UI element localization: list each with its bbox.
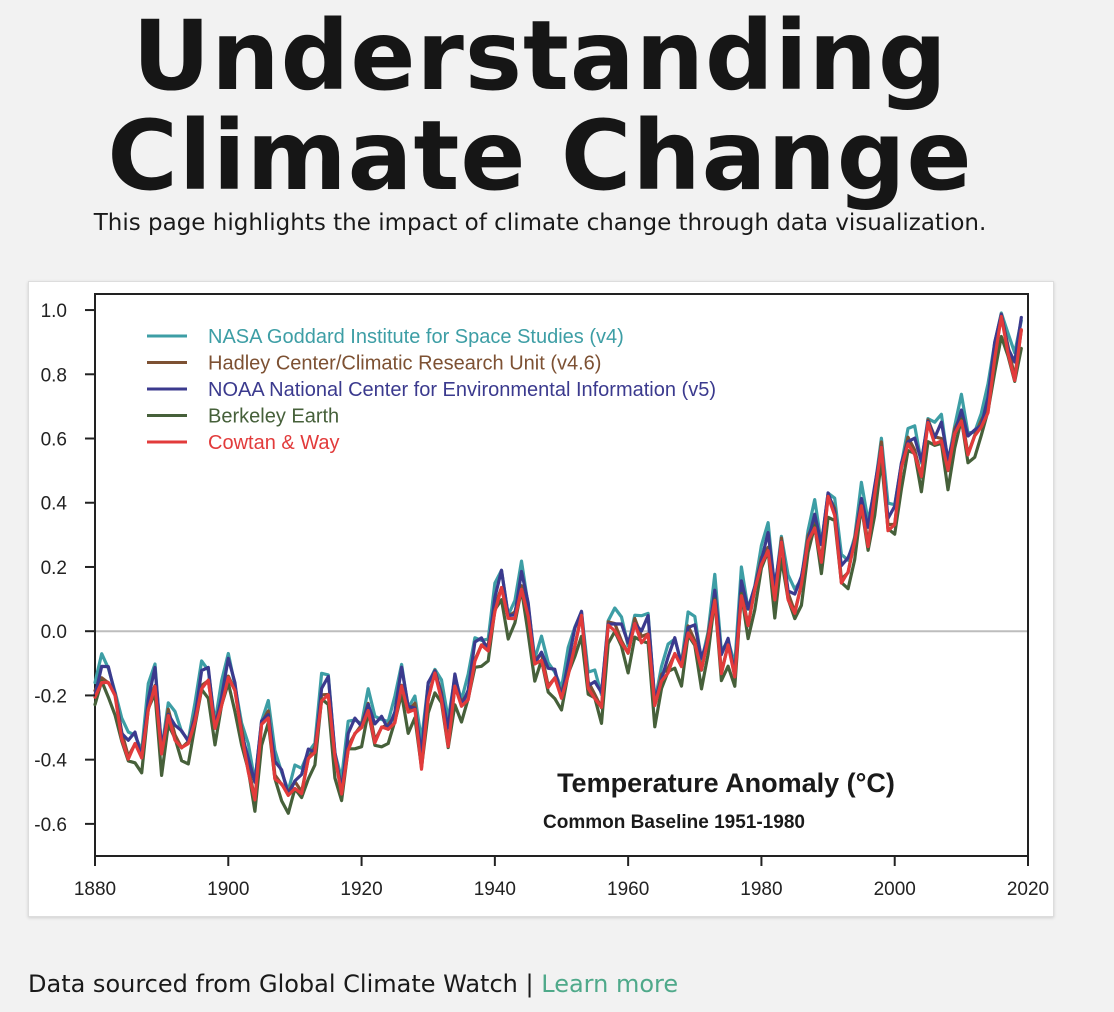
legend-label: Cowtan & Way: [208, 432, 340, 454]
x-tick-label: 2020: [1007, 879, 1049, 900]
x-tick-label: 1940: [474, 879, 516, 900]
legend-label: Hadley Center/Climatic Research Unit (v4…: [208, 353, 601, 375]
temperature-anomaly-chart: 1880 1900 1920 1940 1960 1980 2000 2020 -0.6 -0.4…: [34, 293, 1049, 900]
y-tick-label: 0.2: [41, 558, 67, 579]
footer-separator: |: [525, 970, 534, 998]
page-title: Understanding Climate Change: [0, 6, 1080, 206]
y-tick-label: 0.8: [41, 365, 67, 386]
y-tick-label: -0.2: [34, 686, 67, 707]
title-line-2: Climate Change: [107, 100, 973, 212]
legend-label: NOAA National Center for Environmental I…: [208, 379, 716, 401]
footer: Data sourced from Global Climate Watch |…: [28, 970, 678, 998]
plot-frame: [94, 293, 1029, 857]
chart-title: Temperature Anomaly (°C): [557, 768, 895, 798]
x-tick-label: 1900: [207, 879, 249, 900]
page-subtitle: This page highlights the impact of clima…: [93, 210, 987, 236]
legend-label: NASA Goddard Institute for Space Studies…: [208, 326, 624, 348]
chart-subtitle: Common Baseline 1951-1980: [543, 812, 805, 833]
x-tick-label: 1980: [740, 879, 782, 900]
x-tick-label: 2000: [874, 879, 916, 900]
x-tick-label: 1920: [340, 879, 382, 900]
y-tick-label: 0.6: [41, 430, 67, 451]
series-line-5: [93, 314, 1023, 802]
y-tick-label: -0.4: [34, 751, 67, 772]
source-text: Data sourced from Global Climate Watch: [28, 970, 518, 998]
x-tick-label: 1960: [607, 879, 649, 900]
y-tick-label: 1.0: [41, 301, 67, 322]
x-tick-label: 1880: [74, 879, 116, 900]
title-line-1: Understanding: [132, 0, 948, 112]
legend-label: Berkeley Earth: [208, 406, 339, 428]
y-tick-label: 0.4: [41, 494, 68, 515]
y-tick-label: 0.0: [41, 622, 67, 643]
y-tick-label: -0.6: [34, 815, 67, 836]
learn-more-link[interactable]: Learn more: [541, 970, 679, 998]
chart-card: 1880 1900 1920 1940 1960 1980 2000 2020 -0.6 -0.4…: [28, 281, 1054, 917]
